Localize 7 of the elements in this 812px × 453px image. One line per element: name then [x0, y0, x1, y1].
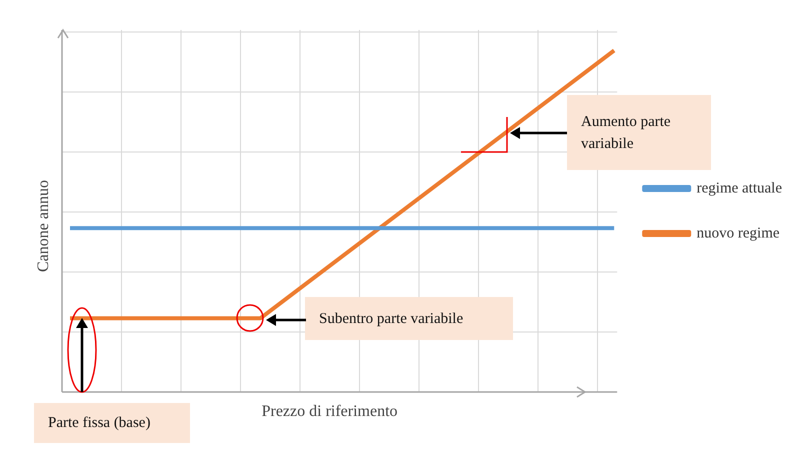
- legend-label: regime attuale: [696, 180, 782, 196]
- callout-box: Subentro parte variabile: [305, 297, 513, 340]
- callout-box: Parte fissa (base): [34, 403, 190, 443]
- legend-label: nuovo regime: [696, 225, 780, 242]
- y-axis-title: Canone annuo: [35, 180, 52, 272]
- callout-box: Aumento parte variabile: [567, 95, 711, 170]
- x-axis-title: Prezzo di riferimento: [262, 403, 398, 420]
